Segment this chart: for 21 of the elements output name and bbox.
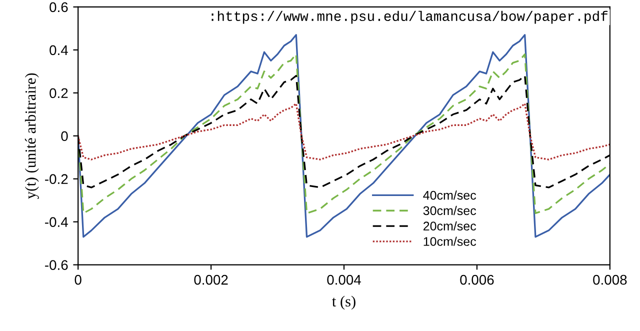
y-tick-label: 0.4: [50, 45, 68, 56]
legend-label: 30cm/sec: [423, 206, 476, 216]
x-tick-label: 0.002: [194, 274, 228, 285]
line-series: [78, 102, 610, 160]
y-tick-label: 0.6: [50, 2, 68, 12]
y-tick-label: 0: [61, 131, 68, 142]
x-axis-title: t (s): [332, 296, 356, 310]
x-tick-label: 0.008: [593, 274, 627, 285]
y-tick-label: -0.2: [45, 174, 68, 184]
x-tick-label: 0: [74, 274, 82, 285]
y-axis-title: y(t) (unité arbitraire): [24, 73, 39, 199]
y-tick-label: 0.2: [50, 88, 68, 98]
line-series: [78, 34, 610, 238]
x-tick-label: 0.006: [460, 274, 494, 285]
y-tick-label: -0.6: [45, 260, 68, 270]
y-tick-label: -0.4: [45, 217, 68, 227]
legend-label: 20cm/sec: [423, 221, 476, 231]
legend-label: 40cm/sec: [423, 190, 476, 200]
annotation: :https://www.mne.psu.edu/lamancusa/bow/paper.pdf: [212, 10, 608, 24]
legend-label: 10cm/sec: [424, 236, 476, 246]
x-tick-label: 0.004: [327, 274, 361, 285]
